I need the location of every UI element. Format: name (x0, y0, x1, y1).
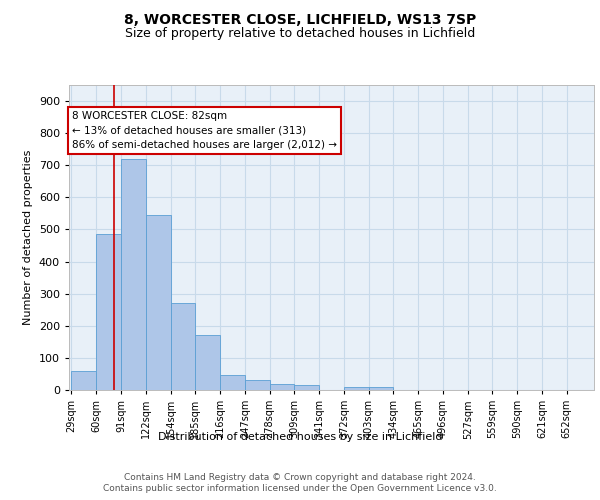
Text: Size of property relative to detached houses in Lichfield: Size of property relative to detached ho… (125, 28, 475, 40)
Bar (195, 335, 220, 390)
Bar (146, 215, 170, 390)
Bar (96, 234, 121, 390)
Bar (368, 388, 394, 390)
Y-axis label: Number of detached properties: Number of detached properties (23, 150, 33, 325)
Bar (269, 384, 295, 390)
Bar (245, 380, 269, 390)
Text: Distribution of detached houses by size in Lichfield: Distribution of detached houses by size … (158, 432, 442, 442)
Bar (121, 159, 146, 390)
Bar (344, 388, 368, 390)
Text: 8, WORCESTER CLOSE, LICHFIELD, WS13 7SP: 8, WORCESTER CLOSE, LICHFIELD, WS13 7SP (124, 12, 476, 26)
Bar (170, 302, 195, 390)
Text: Contains HM Land Registry data © Crown copyright and database right 2024.: Contains HM Land Registry data © Crown c… (124, 472, 476, 482)
Bar (71, 370, 96, 390)
Bar (295, 385, 319, 390)
Text: Contains public sector information licensed under the Open Government Licence v3: Contains public sector information licen… (103, 484, 497, 493)
Text: 8 WORCESTER CLOSE: 82sqm
← 13% of detached houses are smaller (313)
86% of semi-: 8 WORCESTER CLOSE: 82sqm ← 13% of detach… (72, 110, 337, 150)
Bar (220, 375, 245, 390)
